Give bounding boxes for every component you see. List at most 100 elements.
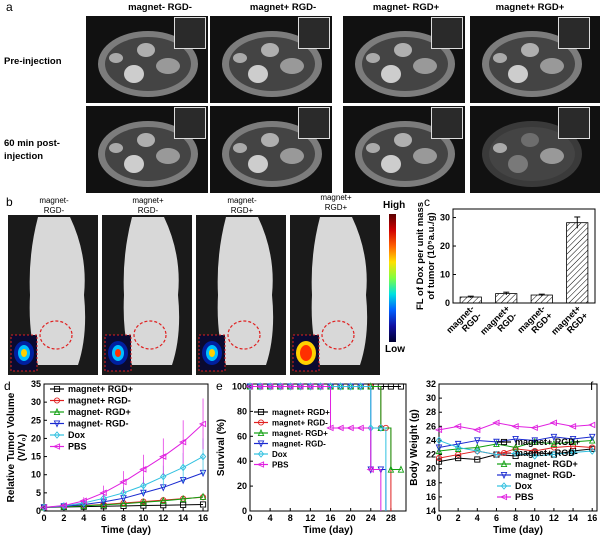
data-point: [346, 424, 354, 432]
y-tick-label: 80: [237, 406, 247, 416]
data-point: [159, 453, 167, 460]
data-point: [454, 440, 462, 449]
data-point: [160, 472, 167, 481]
category-label: magnet-RGD-: [444, 303, 483, 342]
mri-tumor-inset: [174, 17, 206, 49]
chart-c-dox-fluorescence: 0 10 20 30 magnet-RGD-magnet+RGD-magnet-RGD+…: [415, 202, 596, 343]
legend-marker: [257, 450, 265, 458]
data-point: [569, 448, 577, 457]
series-line: [250, 385, 387, 511]
data-point: [588, 421, 596, 429]
legend-entry: PBS: [68, 442, 87, 452]
legend-marker: [257, 440, 265, 448]
series-magnet-rgd-: [435, 443, 596, 462]
data-point: [79, 497, 87, 505]
data-point: [492, 419, 500, 427]
y-tick-label: 26: [426, 421, 436, 431]
y-axis-label: Relative Tumor Volume(V/V₀): [6, 392, 28, 502]
y-tick-label: 25: [31, 415, 41, 425]
data-point: [276, 383, 284, 390]
data-point: [199, 501, 207, 508]
data-point: [511, 423, 519, 430]
legend-entry: magnet+ RGD+: [272, 408, 330, 417]
data-point: [569, 437, 577, 445]
series-line: [250, 385, 382, 511]
legend-entry: magnet- RGD-: [515, 470, 576, 480]
y-tick-label: 100: [232, 381, 247, 391]
data-point: [199, 492, 207, 500]
legend-marker: [53, 420, 61, 428]
data-point: [120, 489, 127, 497]
data-point: [377, 424, 385, 432]
data-point: [245, 383, 254, 390]
data-point: [337, 382, 344, 391]
legend-marker: [257, 408, 265, 416]
y-tick-label: 40: [237, 456, 247, 466]
category-label: magnet+RGD+: [549, 303, 589, 343]
mouse-image-3: [196, 215, 286, 375]
y-tick-label: 30: [440, 213, 450, 223]
data-point: [100, 503, 107, 510]
y-axis-label: Survival (%): [216, 419, 227, 476]
y-tick-label: 30: [31, 397, 41, 407]
y-axis-label: FL of Dox per unit massof tumor (10⁵a.u.…: [415, 202, 437, 310]
legend-marker: [53, 407, 61, 416]
legend-marker: [257, 428, 265, 437]
legend-marker: [53, 431, 61, 439]
data-point: [512, 449, 519, 457]
mri-scan-r1-c1: [86, 16, 208, 103]
x-tick-label: 8: [288, 513, 293, 523]
data-point: [550, 439, 558, 448]
col-header-3: magnet- RGD+: [372, 2, 440, 13]
mri-tumor-inset: [431, 107, 463, 139]
data-point: [296, 383, 304, 390]
mri-cross-section: [482, 23, 589, 97]
data-point: [435, 458, 443, 465]
y-tick-label: 18: [426, 478, 436, 488]
mouse-caption-4: magnet+ RGD+: [320, 193, 352, 212]
plot-frame: [452, 208, 596, 304]
mri-cross-section: [98, 113, 205, 187]
legend-entry: magnet- RGD+: [68, 407, 131, 417]
data-point: [179, 463, 187, 472]
legend-marker: [257, 419, 265, 426]
data-point: [435, 436, 443, 445]
data-point: [366, 466, 374, 473]
y-tick-label: 16: [426, 492, 436, 502]
mouse-silhouette: [198, 217, 274, 372]
legend-entry: magnet+ RGD+: [68, 384, 133, 394]
mouse-caption-3: magnet- RGD+: [227, 196, 257, 215]
panel-f-label: f: [590, 379, 594, 393]
col-header-1: magnet- RGD-: [128, 2, 192, 13]
scale-high-label: High: [383, 200, 406, 211]
data-point: [99, 489, 107, 497]
x-tick-label: 2: [456, 513, 461, 523]
y-tick-label: 0: [445, 298, 450, 308]
data-point: [59, 502, 67, 509]
y-tick-label: 14: [426, 506, 436, 516]
data-point: [336, 424, 344, 432]
y-tick-label: 28: [426, 407, 436, 417]
data-point: [159, 496, 167, 504]
legend-entry: magnet+ RGD-: [272, 419, 328, 428]
x-tick-label: 2: [61, 513, 66, 523]
mri-tumor-inset: [558, 17, 590, 49]
x-tick-label: 12: [549, 513, 559, 523]
data-point: [140, 502, 147, 509]
x-tick-label: 14: [178, 513, 188, 523]
series-line: [250, 385, 392, 511]
series-line: [43, 496, 204, 508]
x-tick-label: 20: [346, 513, 356, 523]
data-point: [140, 498, 147, 506]
data-point: [100, 500, 107, 508]
color-scale-bar: [389, 214, 396, 342]
series-line: [438, 439, 593, 457]
data-point: [550, 433, 558, 442]
mri-tumor-inset: [558, 107, 590, 139]
mouse-silhouette: [292, 217, 368, 372]
data-point: [550, 450, 558, 459]
data-point: [589, 447, 596, 455]
y-axis-label-line: (V/V₀): [17, 434, 28, 461]
legend-entry: magnet+ RGD+: [515, 437, 580, 447]
legend-marker: [500, 449, 508, 457]
